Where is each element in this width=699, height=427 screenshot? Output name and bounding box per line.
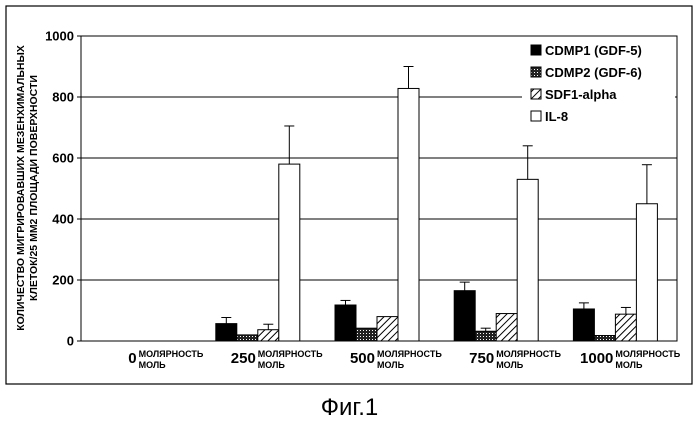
bar-3-2 xyxy=(398,88,419,341)
x-category-value: 250 xyxy=(231,350,256,367)
bar-2-2 xyxy=(377,317,398,341)
x-category-unit-bottom: МОЛЬ xyxy=(496,360,524,370)
x-axis-labels: 0МОЛЯРНОСТЬМОЛЬ250МОЛЯРНОСТЬМОЛЬ500МОЛЯР… xyxy=(128,349,680,370)
bar-3-1 xyxy=(279,164,300,341)
x-category-unit-top: МОЛЯРНОСТЬ xyxy=(496,349,561,359)
x-category-unit-bottom: МОЛЬ xyxy=(377,360,405,370)
figure-caption: Фиг.1 xyxy=(0,394,699,422)
x-category-unit-bottom: МОЛЬ xyxy=(258,360,286,370)
bar-1-3 xyxy=(475,331,496,341)
legend-label-3: IL-8 xyxy=(545,109,568,124)
legend-label-1: CDMP2 (GDF-6) xyxy=(545,65,642,80)
bar-1-2 xyxy=(356,328,377,341)
bar-2-4 xyxy=(615,314,636,341)
x-category-value: 0 xyxy=(128,350,136,367)
legend-swatch-2 xyxy=(531,89,541,99)
y-tick-label: 800 xyxy=(52,90,74,105)
bar-1-1 xyxy=(237,335,258,341)
x-category-unit-bottom: МОЛЬ xyxy=(139,360,167,370)
bar-0-2 xyxy=(335,305,356,341)
x-category-unit-bottom: МОЛЬ xyxy=(615,360,643,370)
x-category-value: 1000 xyxy=(580,350,613,367)
legend-label-0: CDMP1 (GDF-5) xyxy=(545,43,642,58)
bar-2-1 xyxy=(258,330,279,341)
legend: CDMP1 (GDF-5) CDMP2 (GDF-6) SDF1-alpha IL-8 xyxy=(522,38,675,134)
x-category-unit-top: МОЛЯРНОСТЬ xyxy=(139,349,204,359)
legend-swatch-3 xyxy=(531,111,541,121)
y-axis-label-line2: КЛЕТОК/25 ММ2 ПЛОЩАДИ ПОВЕРХНОСТИ xyxy=(28,75,40,301)
bar-0-4 xyxy=(573,309,594,341)
legend-swatch-0 xyxy=(531,45,541,55)
bar-3-3 xyxy=(517,179,538,341)
bar-chart: 02004006008001000 0МОЛЯРНОСТЬМОЛЬ250МОЛЯ… xyxy=(0,0,699,390)
x-category-value: 500 xyxy=(350,350,375,367)
y-axis-ticks: 0 200 400 600 800 1000 xyxy=(45,29,81,349)
legend-swatch-1 xyxy=(531,67,541,77)
bar-0-1 xyxy=(216,324,237,341)
bar-0-3 xyxy=(454,291,475,341)
x-category-unit-top: МОЛЯРНОСТЬ xyxy=(377,349,442,359)
y-tick-label: 400 xyxy=(52,212,74,227)
bar-1-4 xyxy=(594,336,615,341)
y-axis-label-line1: КОЛИЧЕСТВО МИГРИРОВАВШИХ МЕЗЕНХИМАЛЬНЫХ xyxy=(15,45,27,331)
y-tick-label: 0 xyxy=(67,334,74,349)
legend-label-2: SDF1-alpha xyxy=(545,87,617,102)
x-category-value: 750 xyxy=(469,350,494,367)
bar-2-3 xyxy=(496,314,517,341)
y-tick-label: 200 xyxy=(52,273,74,288)
y-tick-label: 600 xyxy=(52,151,74,166)
x-category-unit-top: МОЛЯРНОСТЬ xyxy=(615,349,680,359)
bar-3-4 xyxy=(636,204,657,341)
y-tick-label: 1000 xyxy=(45,29,74,44)
x-category-unit-top: МОЛЯРНОСТЬ xyxy=(258,349,323,359)
